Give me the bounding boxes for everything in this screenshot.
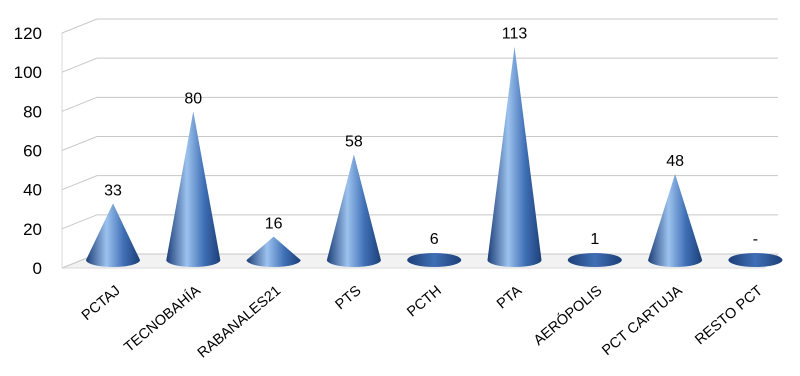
cone-mark	[407, 253, 462, 267]
gridline	[61, 18, 778, 34]
x-tick-label: PTS	[333, 283, 365, 313]
cone-body	[487, 46, 542, 268]
cone-mark	[567, 253, 622, 267]
cone-mark	[326, 154, 381, 268]
data-labels: 33 80 16 58 6 113 1 48 -	[104, 26, 758, 248]
y-tick-label: 20	[23, 220, 42, 239]
gridline	[61, 214, 778, 230]
cone-base	[728, 253, 783, 267]
cones	[86, 46, 783, 268]
cone-base	[407, 253, 462, 267]
x-tick-label: RESTO PCT	[692, 283, 766, 349]
y-axis: 0 20 40 60 80 100 120	[14, 24, 42, 278]
x-tick-label: AERÓPOLIS	[530, 282, 605, 349]
cone-body	[648, 174, 703, 268]
y-tick-label: 100	[14, 63, 42, 82]
y-tick-label: 40	[23, 181, 42, 200]
x-tick-label: PCTAJ	[79, 283, 124, 324]
gridline	[61, 57, 778, 73]
data-label: 6	[430, 231, 439, 248]
cone-mark	[246, 236, 301, 268]
gridline	[61, 96, 778, 112]
cone-mark	[648, 174, 703, 268]
cone-mark	[166, 111, 221, 268]
data-label: 48	[666, 153, 684, 170]
x-tick-label: TECNOBAHÍA	[121, 282, 204, 356]
data-label: 113	[502, 26, 528, 43]
x-tick-label: RABANALES21	[195, 283, 284, 362]
cone-body	[86, 203, 140, 267]
x-tick-label: PCT CARTUJA	[599, 283, 686, 359]
cone-body	[326, 154, 381, 268]
cone-mark	[487, 46, 542, 268]
gridline	[61, 136, 778, 151]
data-label: 80	[184, 90, 202, 107]
cone-body	[166, 111, 221, 268]
y-tick-label: 60	[23, 142, 42, 161]
cone-mark	[728, 253, 783, 267]
cone-base	[567, 253, 622, 267]
y-tick-label: 120	[14, 24, 42, 43]
cone-mark	[86, 203, 140, 267]
data-label: 1	[590, 231, 599, 248]
data-label: 33	[104, 182, 122, 199]
y-tick-label: 0	[33, 259, 42, 278]
cone-body	[246, 236, 301, 268]
y-tick-label: 80	[23, 102, 42, 121]
x-tick-label: PTA	[494, 283, 525, 313]
data-label: 58	[345, 133, 363, 150]
x-tick-label: PCTH	[404, 283, 445, 321]
gridline	[61, 175, 778, 191]
data-label: -	[753, 231, 758, 248]
data-label: 16	[265, 216, 283, 233]
